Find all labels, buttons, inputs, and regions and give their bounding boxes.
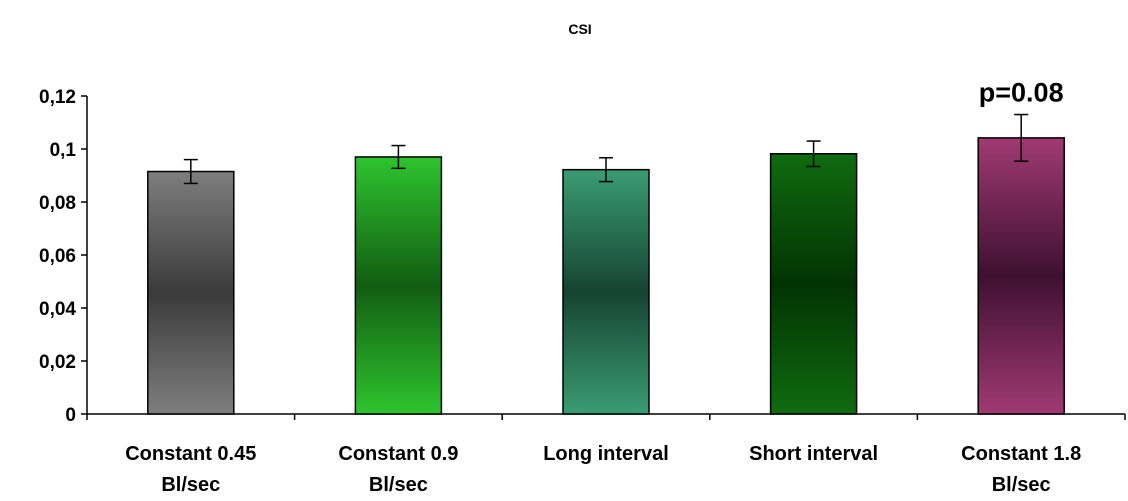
bars <box>147 137 1065 415</box>
y-tick-label: 0,06 <box>39 246 76 267</box>
x-tick-label: Constant 0.45 Bl/sec <box>125 443 256 496</box>
error-bars <box>183 113 1029 185</box>
error-bar <box>183 158 198 185</box>
y-tick-label: 0,02 <box>39 352 76 373</box>
x-tick-label: Long interval <box>543 443 669 465</box>
bar <box>562 168 650 415</box>
bar <box>769 153 858 415</box>
error-bar <box>599 156 613 183</box>
x-tick-label: Constant 0.9 Bl/sec <box>338 443 458 496</box>
x-tick-label: Short interval <box>749 443 878 465</box>
error-bar <box>391 144 406 170</box>
y-tick-label: 0,08 <box>39 193 76 214</box>
error-bar <box>1014 113 1029 162</box>
chart-title: CSI <box>568 21 591 37</box>
y-tick-label: 0,1 <box>50 140 77 161</box>
y-tick-label: 0 <box>65 405 76 426</box>
labels: Constant 0.45 Bl/sec Constant 0.9 Bl/sec Lon… <box>125 78 1081 496</box>
bar <box>147 170 235 415</box>
axes: 0 0,02 0,04 0,06 0,08 0,1 0,12 <box>39 87 1126 426</box>
bar <box>354 156 443 415</box>
bar <box>977 137 1065 415</box>
y-tick-label: 0,12 <box>39 87 76 108</box>
x-tick-label: Constant 1.8 Bl/sec <box>961 443 1081 496</box>
annotation-label: p=0.08 <box>979 78 1064 108</box>
error-bar <box>806 140 821 168</box>
y-tick-label: 0,04 <box>39 299 76 320</box>
